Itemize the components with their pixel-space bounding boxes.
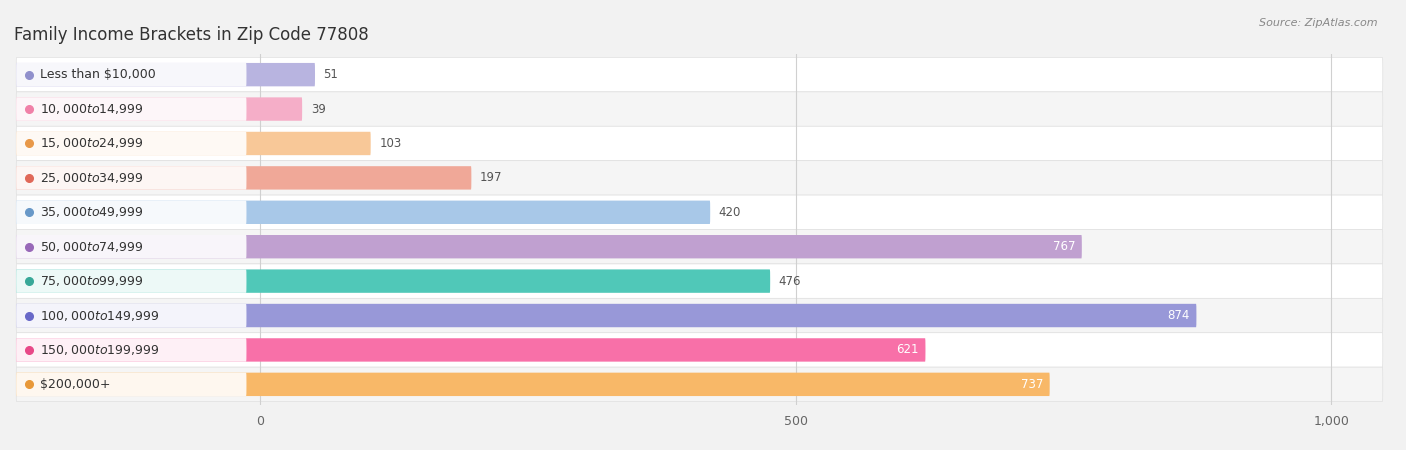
- FancyBboxPatch shape: [17, 333, 1382, 367]
- FancyBboxPatch shape: [17, 298, 1382, 333]
- FancyBboxPatch shape: [17, 338, 925, 362]
- Text: $75,000 to $99,999: $75,000 to $99,999: [39, 274, 143, 288]
- FancyBboxPatch shape: [17, 58, 1382, 92]
- FancyBboxPatch shape: [17, 132, 371, 155]
- Text: 767: 767: [1053, 240, 1076, 253]
- FancyBboxPatch shape: [17, 235, 246, 258]
- FancyBboxPatch shape: [17, 97, 246, 121]
- FancyBboxPatch shape: [17, 373, 246, 396]
- Text: Less than $10,000: Less than $10,000: [39, 68, 156, 81]
- Text: $10,000 to $14,999: $10,000 to $14,999: [39, 102, 143, 116]
- FancyBboxPatch shape: [17, 201, 710, 224]
- Text: $100,000 to $149,999: $100,000 to $149,999: [39, 309, 159, 323]
- Text: Source: ZipAtlas.com: Source: ZipAtlas.com: [1260, 18, 1378, 28]
- FancyBboxPatch shape: [17, 230, 1382, 264]
- Text: 103: 103: [380, 137, 402, 150]
- Text: $150,000 to $199,999: $150,000 to $199,999: [39, 343, 159, 357]
- Text: 476: 476: [779, 274, 801, 288]
- FancyBboxPatch shape: [17, 367, 1382, 401]
- FancyBboxPatch shape: [17, 201, 246, 224]
- FancyBboxPatch shape: [17, 63, 315, 86]
- Text: 39: 39: [311, 103, 326, 116]
- Text: 874: 874: [1167, 309, 1189, 322]
- FancyBboxPatch shape: [17, 235, 1081, 258]
- FancyBboxPatch shape: [17, 92, 1382, 126]
- FancyBboxPatch shape: [17, 304, 1197, 327]
- Text: 420: 420: [718, 206, 741, 219]
- FancyBboxPatch shape: [17, 63, 246, 86]
- Text: $15,000 to $24,999: $15,000 to $24,999: [39, 136, 143, 150]
- Text: 621: 621: [897, 343, 920, 356]
- FancyBboxPatch shape: [17, 166, 246, 189]
- FancyBboxPatch shape: [17, 270, 246, 293]
- FancyBboxPatch shape: [17, 304, 246, 327]
- Text: 737: 737: [1021, 378, 1043, 391]
- FancyBboxPatch shape: [17, 195, 1382, 230]
- Text: $50,000 to $74,999: $50,000 to $74,999: [39, 240, 143, 254]
- Text: 51: 51: [323, 68, 339, 81]
- FancyBboxPatch shape: [17, 270, 770, 293]
- FancyBboxPatch shape: [17, 161, 1382, 195]
- Text: $200,000+: $200,000+: [39, 378, 110, 391]
- Text: 197: 197: [479, 171, 502, 184]
- Text: $25,000 to $34,999: $25,000 to $34,999: [39, 171, 143, 185]
- FancyBboxPatch shape: [17, 126, 1382, 161]
- FancyBboxPatch shape: [17, 166, 471, 189]
- FancyBboxPatch shape: [17, 338, 246, 362]
- Text: $35,000 to $49,999: $35,000 to $49,999: [39, 205, 143, 219]
- FancyBboxPatch shape: [17, 373, 1050, 396]
- FancyBboxPatch shape: [17, 264, 1382, 298]
- FancyBboxPatch shape: [17, 97, 302, 121]
- Text: Family Income Brackets in Zip Code 77808: Family Income Brackets in Zip Code 77808: [14, 26, 368, 44]
- FancyBboxPatch shape: [17, 132, 246, 155]
